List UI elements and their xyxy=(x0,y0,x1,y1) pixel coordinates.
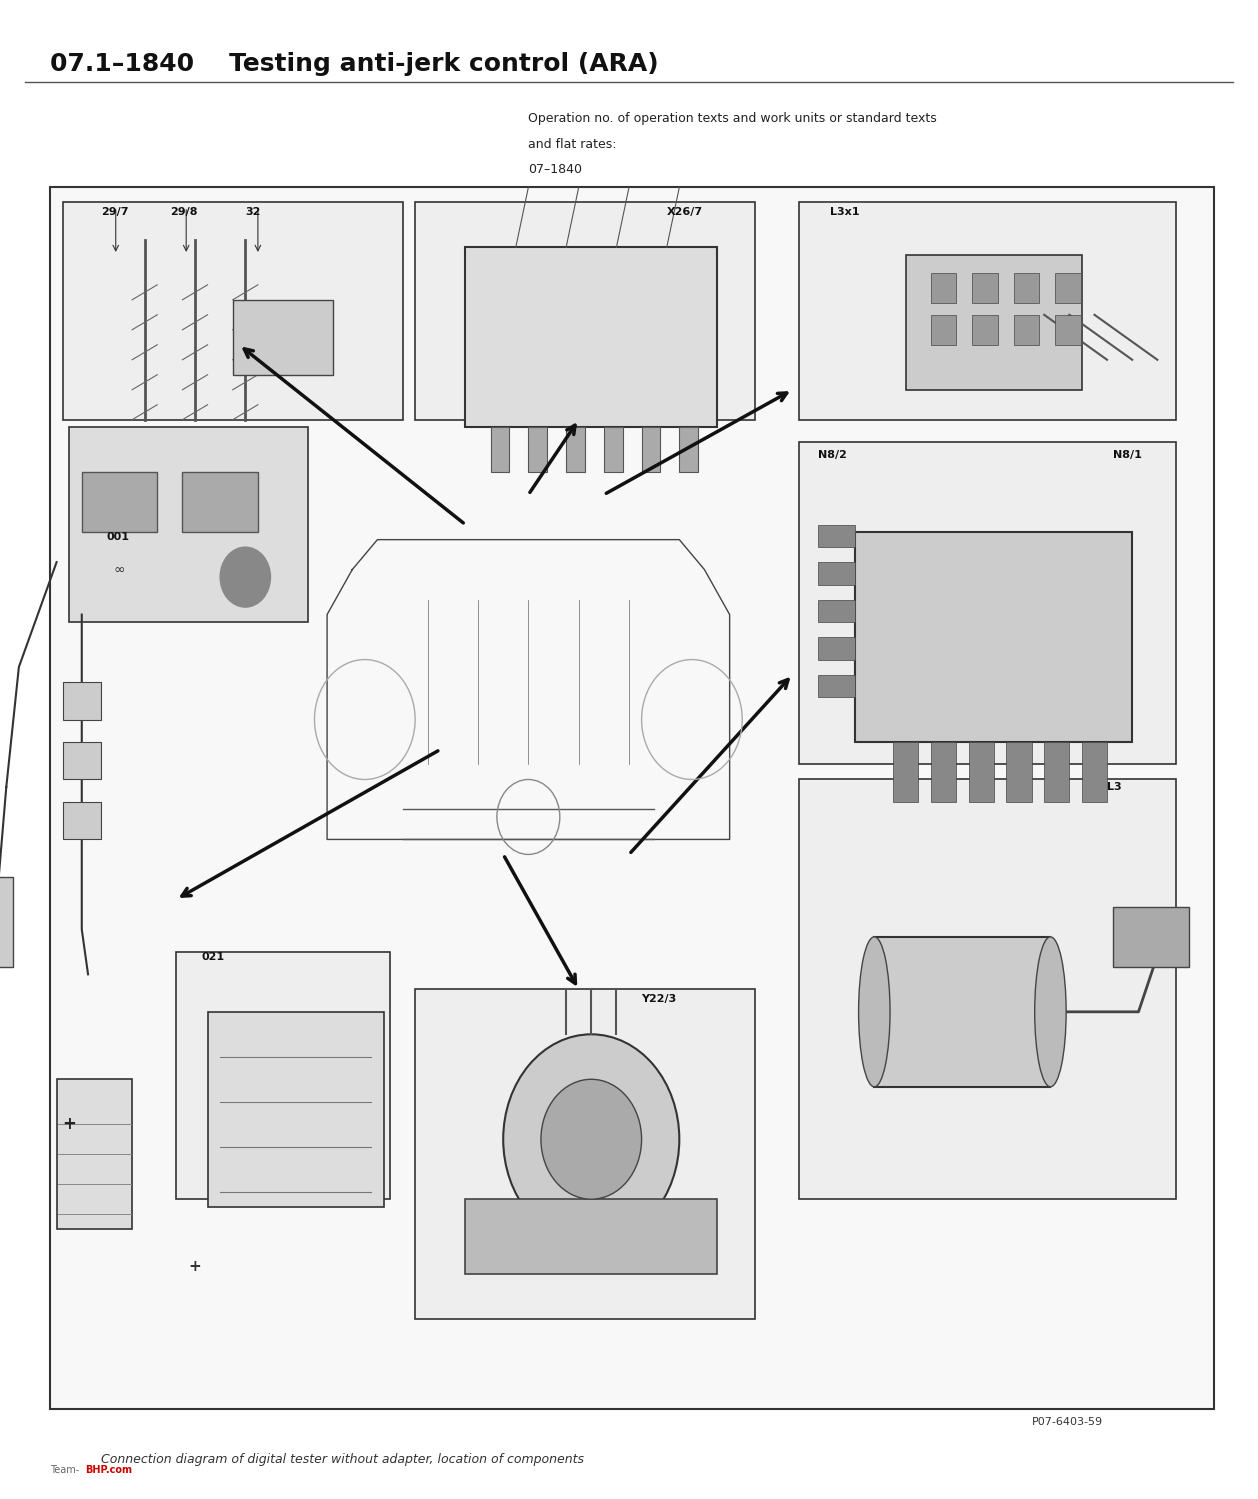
Text: ∞: ∞ xyxy=(113,562,126,577)
Bar xyxy=(604,427,623,472)
Bar xyxy=(931,315,956,345)
Bar xyxy=(818,525,855,547)
Bar xyxy=(233,300,333,375)
Bar xyxy=(818,600,855,622)
Bar xyxy=(972,273,998,303)
Text: Operation no. of operation texts and work units or standard texts: Operation no. of operation texts and wor… xyxy=(528,112,937,126)
Bar xyxy=(1055,315,1081,345)
Bar xyxy=(528,427,547,472)
Text: BHP.com: BHP.com xyxy=(86,1465,132,1475)
Bar xyxy=(50,187,1214,1409)
Bar xyxy=(566,427,585,472)
Bar xyxy=(465,1199,717,1274)
Bar xyxy=(176,952,390,1199)
Bar xyxy=(415,202,755,420)
Bar xyxy=(491,427,509,472)
Text: 29/8: 29/8 xyxy=(170,207,198,217)
Bar xyxy=(642,427,660,472)
Bar xyxy=(1006,742,1032,802)
Bar xyxy=(972,315,998,345)
Text: 021: 021 xyxy=(201,952,224,962)
Bar xyxy=(874,937,1050,1087)
Text: and flat rates:: and flat rates: xyxy=(528,138,616,151)
Text: 29/7: 29/7 xyxy=(101,207,128,217)
Bar xyxy=(63,202,403,420)
Bar xyxy=(1055,273,1081,303)
Bar xyxy=(799,779,1176,1199)
Bar xyxy=(799,202,1176,420)
Text: N8/2: N8/2 xyxy=(818,450,847,460)
Text: Connection diagram of digital tester without adapter, location of components: Connection diagram of digital tester wit… xyxy=(101,1453,584,1466)
Text: L3x1: L3x1 xyxy=(830,207,859,217)
Bar xyxy=(679,427,698,472)
Text: 32: 32 xyxy=(245,207,260,217)
Bar xyxy=(893,742,918,802)
Bar xyxy=(63,742,101,779)
Circle shape xyxy=(503,1034,679,1244)
Bar xyxy=(931,273,956,303)
Circle shape xyxy=(220,547,270,607)
Bar xyxy=(818,637,855,660)
Bar xyxy=(1082,742,1107,802)
Bar xyxy=(1014,273,1039,303)
Bar xyxy=(182,472,258,532)
Bar xyxy=(906,255,1082,390)
Bar xyxy=(818,675,855,697)
Text: 07–1840: 07–1840 xyxy=(528,163,582,177)
Bar xyxy=(57,1079,132,1229)
Bar xyxy=(1014,315,1039,345)
Bar xyxy=(415,989,755,1319)
Bar xyxy=(931,742,956,802)
Bar xyxy=(69,427,308,622)
Bar xyxy=(82,472,157,532)
Text: +: + xyxy=(189,1259,201,1274)
Bar xyxy=(0,877,13,967)
Ellipse shape xyxy=(1035,937,1067,1087)
Ellipse shape xyxy=(858,937,891,1087)
Text: 07.1–1840    Testing anti-jerk control (ARA): 07.1–1840 Testing anti-jerk control (ARA… xyxy=(50,52,659,76)
Text: Y22/3: Y22/3 xyxy=(642,994,677,1004)
Bar xyxy=(1113,907,1189,967)
Bar xyxy=(818,562,855,585)
Bar xyxy=(799,442,1176,764)
Text: 001: 001 xyxy=(107,532,130,543)
Bar xyxy=(63,802,101,839)
Bar xyxy=(63,682,101,720)
Text: P07-6403-59: P07-6403-59 xyxy=(1032,1417,1103,1427)
Circle shape xyxy=(541,1079,642,1199)
Bar xyxy=(208,1012,384,1207)
Text: +: + xyxy=(62,1115,77,1133)
Bar xyxy=(969,742,994,802)
Text: L3: L3 xyxy=(1107,782,1122,793)
Text: Team-: Team- xyxy=(50,1465,79,1475)
Text: X26/7: X26/7 xyxy=(667,207,703,217)
Text: N8/1: N8/1 xyxy=(1113,450,1142,460)
Bar xyxy=(855,532,1132,742)
Bar xyxy=(465,247,717,427)
Bar xyxy=(1044,742,1069,802)
